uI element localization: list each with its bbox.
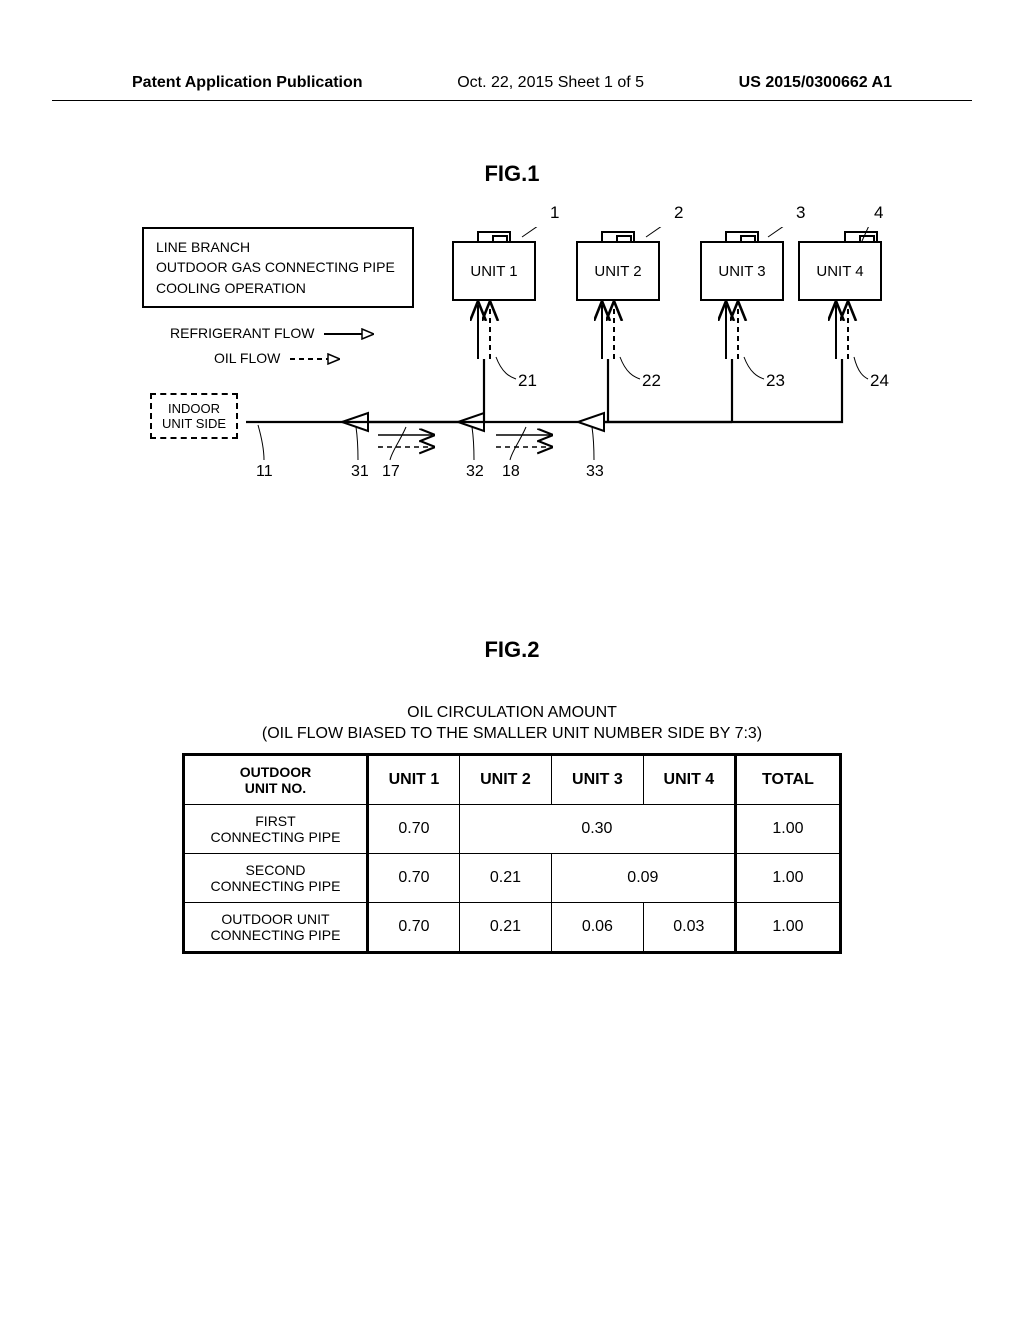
callout-3: 3 [796,203,805,223]
header-right: US 2015/0300662 A1 [739,74,892,92]
callout-2: 2 [674,203,683,223]
table-cell: 0.09 [551,853,735,902]
hdr-total: TOTAL [735,754,840,804]
fig1-label: FIG.1 [0,161,1024,187]
row-name: OUTDOOR UNITCONNECTING PIPE [184,903,368,953]
table-row: OUTDOOR UNITCONNECTING PIPE0.700.210.060… [184,903,841,953]
fig2-caption-l2: (OIL FLOW BIASED TO THE SMALLER UNIT NUM… [182,724,842,745]
hdr-u4: UNIT 4 [643,754,735,804]
table-cell: 0.70 [367,804,459,853]
header-center: Oct. 22, 2015 Sheet 1 of 5 [457,74,644,92]
table-cell: 0.06 [551,903,643,953]
fig1-diagram: LINE BRANCH OUTDOOR GAS CONNECTING PIPE … [142,227,882,547]
fig2-wrap: OIL CIRCULATION AMOUNT (OIL FLOW BIASED … [182,703,842,954]
header-left: Patent Application Publication [132,74,363,92]
fig2-label: FIG.2 [0,637,1024,663]
fig2-caption-l1: OIL CIRCULATION AMOUNT [182,703,842,724]
page-header: Patent Application Publication Oct. 22, … [52,0,972,101]
row-total: 1.00 [735,853,840,902]
hdr-u1: UNIT 1 [367,754,459,804]
table-row: FIRSTCONNECTING PIPE0.700.301.00 [184,804,841,853]
table-cell: 0.30 [459,804,735,853]
hdr-u2: UNIT 2 [459,754,551,804]
table-cell: 0.21 [459,903,551,953]
row-name: FIRSTCONNECTING PIPE [184,804,368,853]
table-cell: 0.70 [367,853,459,902]
table-cell: 0.21 [459,853,551,902]
hdr-u3: UNIT 3 [551,754,643,804]
row-total: 1.00 [735,804,840,853]
table-cell: 0.03 [643,903,735,953]
table-cell: 0.70 [367,903,459,953]
table-row: SECONDCONNECTING PIPE0.700.210.091.00 [184,853,841,902]
oil-table: OUTDOORUNIT NO. UNIT 1 UNIT 2 UNIT 3 UNI… [182,753,842,955]
row-total: 1.00 [735,903,840,953]
callout-1: 1 [550,203,559,223]
callout-4: 4 [874,203,883,223]
row-name: SECONDCONNECTING PIPE [184,853,368,902]
fig1-pipes-svg [142,227,882,547]
hdr-rowhdr: OUTDOORUNIT NO. [184,754,368,804]
fig2-caption: OIL CIRCULATION AMOUNT (OIL FLOW BIASED … [182,703,842,745]
table-header-row: OUTDOORUNIT NO. UNIT 1 UNIT 2 UNIT 3 UNI… [184,754,841,804]
